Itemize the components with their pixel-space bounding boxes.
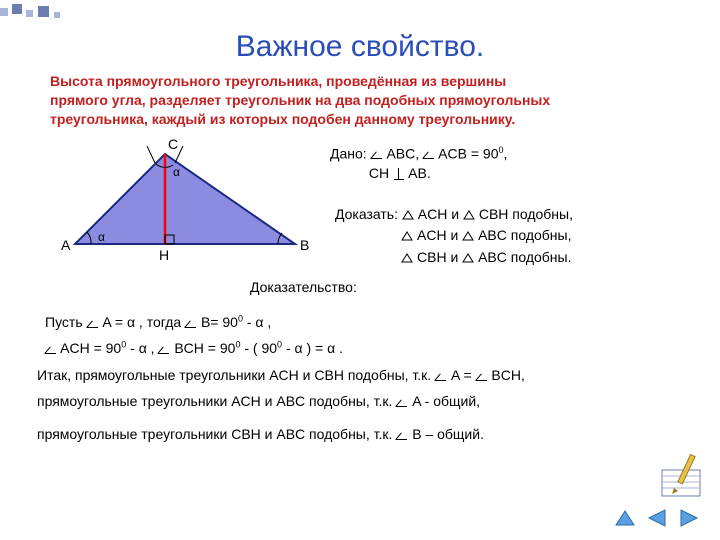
- angle-icon: [45, 344, 57, 354]
- given-block: Дано: ABC, ACB = 900, CH AB.: [330, 144, 507, 184]
- angle-icon: [435, 371, 447, 381]
- vertex-h-label: H: [159, 247, 169, 263]
- t: BCH,: [491, 367, 524, 383]
- angle-icon: [396, 430, 408, 440]
- t: прямоугольные треугольники CBH и ABC под…: [37, 426, 396, 442]
- vertex-b-label: B: [300, 237, 309, 253]
- nav-prev-button[interactable]: [646, 508, 668, 528]
- prove-2a: ACH и: [417, 227, 462, 243]
- t: BCH = 90: [174, 340, 235, 356]
- proof-line-4: прямоугольные треугольники ACH и ABC под…: [37, 388, 525, 415]
- t: -: [286, 340, 295, 356]
- t: α: [255, 314, 263, 330]
- prove-1b: CBH подобны,: [479, 206, 573, 222]
- subtitle-line1: Высота прямоугольного треугольника, пров…: [50, 73, 506, 89]
- triangle-icon: [462, 231, 474, 241]
- prove-label: Доказать:: [335, 206, 402, 222]
- t: ,: [267, 314, 271, 330]
- prove-2b: ABC подобны,: [478, 227, 571, 243]
- t: - ( 90: [244, 340, 277, 356]
- angle-icon: [371, 149, 383, 159]
- t: α: [139, 340, 147, 356]
- triangle-icon: [402, 210, 414, 220]
- t: Итак, прямоугольные треугольники ACH и C…: [37, 367, 435, 383]
- prove-3a: CBH и: [417, 249, 462, 265]
- prove-block: Доказать: ACH и CBH подобны, ACH и ABC п…: [335, 204, 573, 269]
- given-ch: CH: [369, 165, 393, 181]
- prove-3b: ABC подобны.: [478, 249, 571, 265]
- alpha-c-label: α: [173, 165, 180, 179]
- t: Пусть: [45, 314, 87, 330]
- angle-icon: [185, 318, 197, 328]
- perp-icon: [393, 168, 405, 180]
- t: .: [339, 340, 343, 356]
- given-label: Дано:: [330, 145, 371, 161]
- slide-decoration: [0, 0, 90, 30]
- t: A - общий,: [412, 393, 480, 409]
- proof-line-5: прямоугольные треугольники CBH и ABC под…: [37, 421, 525, 448]
- page-title: Важное свойство.: [0, 0, 720, 72]
- t: ) =: [306, 340, 327, 356]
- t: -: [130, 340, 139, 356]
- triangle-icon: [462, 253, 474, 263]
- subtitle-line2: прямого угла, разделяет треугольник на д…: [50, 92, 550, 108]
- prove-1a: ACH и: [418, 206, 463, 222]
- t: , тогда: [139, 314, 185, 330]
- given-ab: AB.: [408, 165, 431, 181]
- angle-icon: [87, 318, 99, 328]
- given-abc: ABC,: [386, 145, 423, 161]
- t: A =: [102, 314, 127, 330]
- triangle-icon: [401, 231, 413, 241]
- given-comma: ,: [504, 145, 508, 161]
- t: прямоугольные треугольники ACH и ABC под…: [37, 393, 396, 409]
- vertex-a-label: A: [61, 237, 71, 253]
- t: B – общий.: [412, 426, 484, 442]
- t: α: [127, 314, 135, 330]
- angle-icon: [476, 371, 488, 381]
- t: α: [295, 340, 303, 356]
- proof-line-3: Итак, прямоугольные треугольники ACH и C…: [37, 362, 525, 389]
- subtitle-line3: треугольника, каждый из которых подобен …: [50, 111, 515, 127]
- t: A =: [451, 367, 476, 383]
- notepad-pencil-icon: [654, 452, 706, 500]
- angle-icon: [158, 344, 170, 354]
- t: ACH = 90: [60, 340, 121, 356]
- angle-icon: [423, 149, 435, 159]
- t: B= 90: [201, 314, 238, 330]
- alpha-a-label: α: [98, 230, 105, 244]
- theorem-statement: Высота прямоугольного треугольника, пров…: [0, 72, 720, 129]
- nav-next-button[interactable]: [678, 508, 700, 528]
- proof-label: Доказательство:: [250, 279, 357, 295]
- given-acb: ACB = 90: [438, 145, 498, 161]
- angle-icon: [396, 397, 408, 407]
- triangle-icon: [401, 253, 413, 263]
- proof-line-1: Пусть A = α , тогда B= 900 - α ,: [45, 309, 525, 336]
- nav-up-button[interactable]: [614, 508, 636, 528]
- triangle-diagram: A B C H α α: [55, 134, 315, 274]
- triangle-icon: [463, 210, 475, 220]
- proof-line-2: ACH = 900 - α , BCH = 900 - ( 900 - α ) …: [45, 335, 525, 362]
- vertex-c-label: C: [168, 136, 178, 152]
- proof-body: Пусть A = α , тогда B= 900 - α , ACH = 9…: [45, 309, 525, 448]
- t: α: [327, 340, 335, 356]
